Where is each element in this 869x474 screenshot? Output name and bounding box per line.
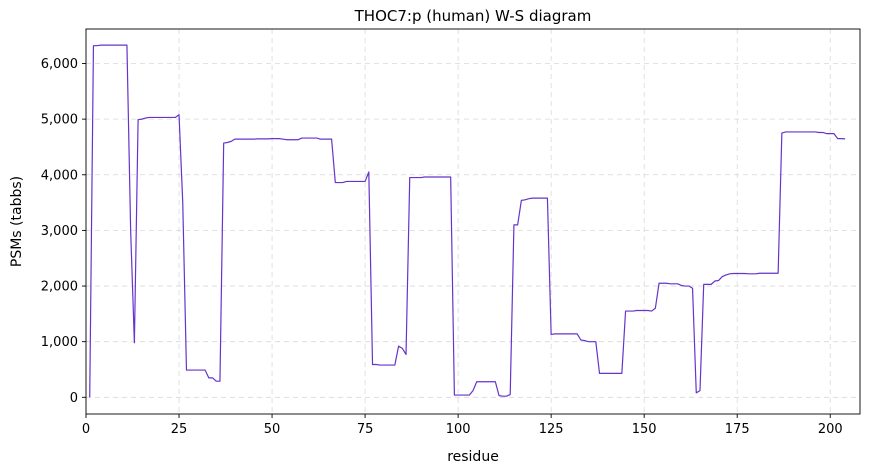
- x-tick-label: 100: [446, 422, 471, 437]
- y-tick-label: 3,000: [41, 224, 78, 239]
- series-line: [89, 44, 846, 398]
- y-tick-label: 2,000: [41, 280, 78, 295]
- y-axis-title: PSMs (tabbs): [9, 176, 25, 267]
- plot-frame: [85, 28, 861, 415]
- y-tick-label: 6,000: [41, 57, 78, 72]
- x-tick-label: 75: [357, 422, 374, 437]
- x-axis-title: residue: [447, 449, 499, 465]
- x-tick-label: 175: [725, 422, 750, 437]
- x-tick-label: 25: [171, 422, 188, 437]
- y-axis: 0 1,000 2,000 3,000 4,000 5,000 6,000: [41, 57, 86, 406]
- y-tick-label: 1,000: [41, 335, 78, 350]
- x-axis: 0 25 50 75 100 125 150 175 200: [82, 414, 843, 437]
- y-tick-label: 5,000: [41, 113, 78, 128]
- x-tick-label: 50: [264, 422, 281, 437]
- x-tick-label: 200: [818, 422, 843, 437]
- x-tick-label: 150: [632, 422, 657, 437]
- x-tick-label: 0: [82, 422, 90, 437]
- y-tick-label: 0: [70, 391, 78, 406]
- chart-title: THOC7:p (human) W-S diagram: [354, 7, 592, 25]
- grid-layer: [85, 29, 860, 414]
- y-tick-label: 4,000: [41, 168, 78, 183]
- x-tick-label: 125: [539, 422, 564, 437]
- series-layer: [89, 44, 846, 398]
